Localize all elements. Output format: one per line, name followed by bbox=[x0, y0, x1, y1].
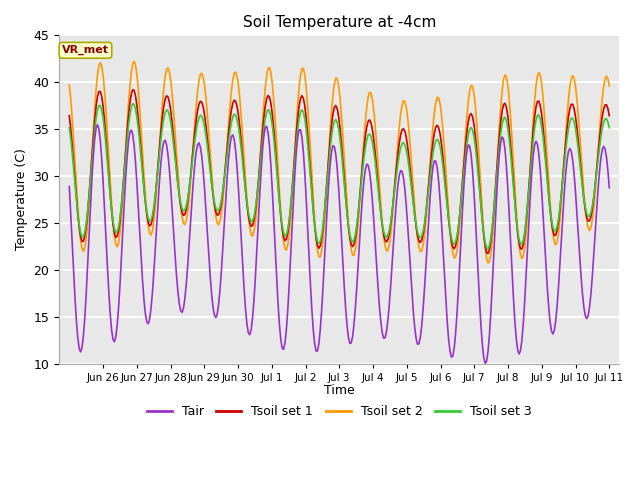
Legend: Tair, Tsoil set 1, Tsoil set 2, Tsoil set 3: Tair, Tsoil set 1, Tsoil set 2, Tsoil se… bbox=[142, 400, 537, 423]
Y-axis label: Temperature (C): Temperature (C) bbox=[15, 149, 28, 251]
Text: VR_met: VR_met bbox=[62, 45, 109, 56]
X-axis label: Time: Time bbox=[324, 384, 355, 397]
Title: Soil Temperature at -4cm: Soil Temperature at -4cm bbox=[243, 15, 436, 30]
